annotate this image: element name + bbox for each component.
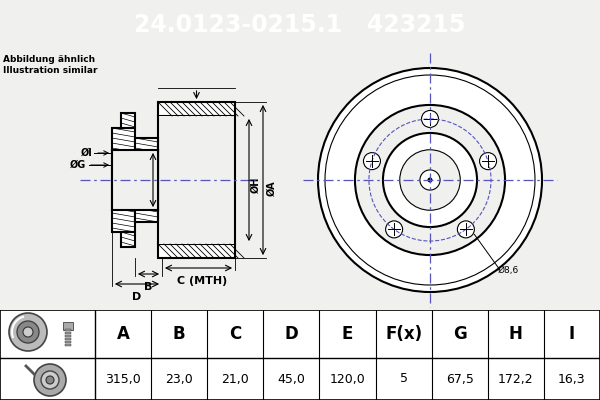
Circle shape [364,153,380,170]
Bar [158,244,235,258]
Text: A: A [116,325,130,343]
Text: G: G [453,325,467,343]
Circle shape [457,221,475,238]
Circle shape [34,364,66,396]
Circle shape [386,221,403,238]
Bar [158,116,235,244]
Bar [121,113,135,128]
Text: ØE: ØE [142,178,152,192]
Text: 23,0: 23,0 [165,372,193,386]
Text: D: D [284,325,298,343]
Circle shape [420,170,440,190]
Text: I: I [569,325,575,343]
Bar [121,232,135,247]
Text: H: H [509,325,523,343]
Text: 67,5: 67,5 [446,372,473,386]
Circle shape [421,110,439,128]
Bar [65,329,71,331]
Text: ØH: ØH [251,177,261,193]
Text: 24.0123-0215.1   423215: 24.0123-0215.1 423215 [134,13,466,37]
Text: 315,0: 315,0 [105,372,141,386]
Circle shape [23,327,33,337]
Circle shape [46,376,54,384]
Bar [112,128,135,232]
Text: E: E [342,325,353,343]
Bar [65,341,71,343]
Bar [112,150,158,210]
Text: ØA: ØA [267,180,277,196]
Circle shape [479,153,497,170]
Bar [65,344,71,346]
Text: 21,0: 21,0 [221,372,249,386]
Circle shape [41,371,59,389]
Bar [65,335,71,337]
Text: 16,3: 16,3 [558,372,586,386]
Text: C: C [229,325,241,343]
Text: Illustration similar: Illustration similar [3,66,97,75]
Bar [135,138,158,222]
Circle shape [9,313,47,351]
Text: 120,0: 120,0 [329,372,365,386]
Text: 45,0: 45,0 [277,372,305,386]
Bar [65,332,71,334]
Circle shape [427,178,433,182]
Text: Ø8,6: Ø8,6 [498,266,519,275]
Text: ØI: ØI [81,148,93,158]
Text: B: B [145,282,152,292]
Circle shape [400,150,460,210]
Circle shape [17,321,39,343]
Text: 172,2: 172,2 [498,372,533,386]
Circle shape [383,133,477,227]
Circle shape [355,105,505,255]
Text: F(x): F(x) [385,325,422,343]
Text: ØG: ØG [70,160,86,170]
Circle shape [325,75,535,285]
Text: B: B [173,325,185,343]
Bar [63,322,73,330]
Text: C (MTH): C (MTH) [178,276,227,286]
Text: Abbildung ähnlich: Abbildung ähnlich [3,55,95,64]
Text: 5: 5 [400,372,407,386]
Bar [65,338,71,340]
Circle shape [318,68,542,292]
Text: D: D [133,292,142,302]
Bar [158,102,235,116]
